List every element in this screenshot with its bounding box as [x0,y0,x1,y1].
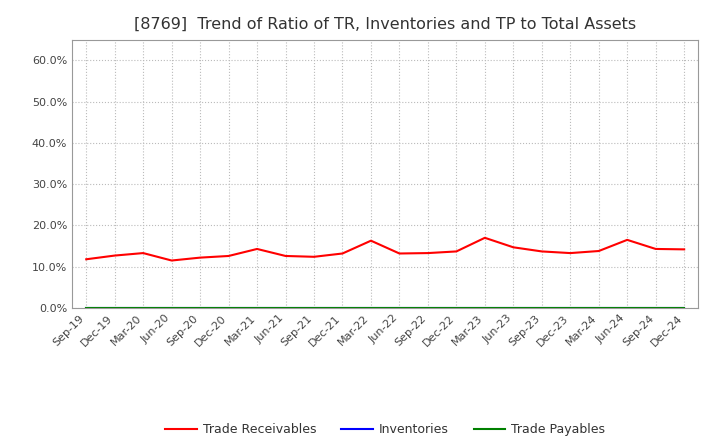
Trade Payables [225,305,233,311]
Title: [8769]  Trend of Ratio of TR, Inventories and TP to Total Assets: [8769] Trend of Ratio of TR, Inventories… [134,16,636,32]
Trade Payables [82,305,91,311]
Trade Payables [338,305,347,311]
Trade Payables [537,305,546,311]
Trade Payables [253,305,261,311]
Inventories [652,305,660,311]
Trade Payables [623,305,631,311]
Trade Receivables [566,250,575,256]
Trade Receivables [139,250,148,256]
Trade Receivables [253,246,261,252]
Inventories [110,305,119,311]
Trade Receivables [310,254,318,260]
Trade Receivables [167,258,176,263]
Inventories [338,305,347,311]
Trade Payables [452,305,461,311]
Trade Receivables [452,249,461,254]
Trade Receivables [509,245,518,250]
Trade Payables [566,305,575,311]
Inventories [623,305,631,311]
Trade Payables [680,305,688,311]
Inventories [366,305,375,311]
Trade Payables [652,305,660,311]
Inventories [225,305,233,311]
Inventories [253,305,261,311]
Trade Receivables [366,238,375,243]
Trade Payables [480,305,489,311]
Trade Receivables [82,257,91,262]
Trade Receivables [423,250,432,256]
Inventories [423,305,432,311]
Trade Receivables [196,255,204,260]
Inventories [282,305,290,311]
Inventories [167,305,176,311]
Trade Receivables [595,248,603,253]
Inventories [395,305,404,311]
Trade Payables [196,305,204,311]
Trade Payables [139,305,148,311]
Inventories [452,305,461,311]
Inventories [139,305,148,311]
Trade Receivables [282,253,290,259]
Inventories [566,305,575,311]
Trade Receivables [680,247,688,252]
Inventories [537,305,546,311]
Inventories [480,305,489,311]
Trade Receivables [537,249,546,254]
Trade Payables [509,305,518,311]
Trade Receivables [623,237,631,242]
Inventories [680,305,688,311]
Trade Receivables [225,253,233,259]
Inventories [82,305,91,311]
Trade Payables [366,305,375,311]
Trade Payables [167,305,176,311]
Trade Receivables [480,235,489,240]
Inventories [196,305,204,311]
Inventories [595,305,603,311]
Trade Payables [423,305,432,311]
Inventories [509,305,518,311]
Trade Payables [110,305,119,311]
Trade Payables [395,305,404,311]
Inventories [310,305,318,311]
Trade Receivables [338,251,347,256]
Trade Receivables [395,251,404,256]
Trade Receivables [110,253,119,258]
Line: Trade Receivables: Trade Receivables [86,238,684,260]
Trade Payables [282,305,290,311]
Trade Payables [310,305,318,311]
Trade Receivables [652,246,660,252]
Legend: Trade Receivables, Inventories, Trade Payables: Trade Receivables, Inventories, Trade Pa… [161,418,610,440]
Trade Payables [595,305,603,311]
